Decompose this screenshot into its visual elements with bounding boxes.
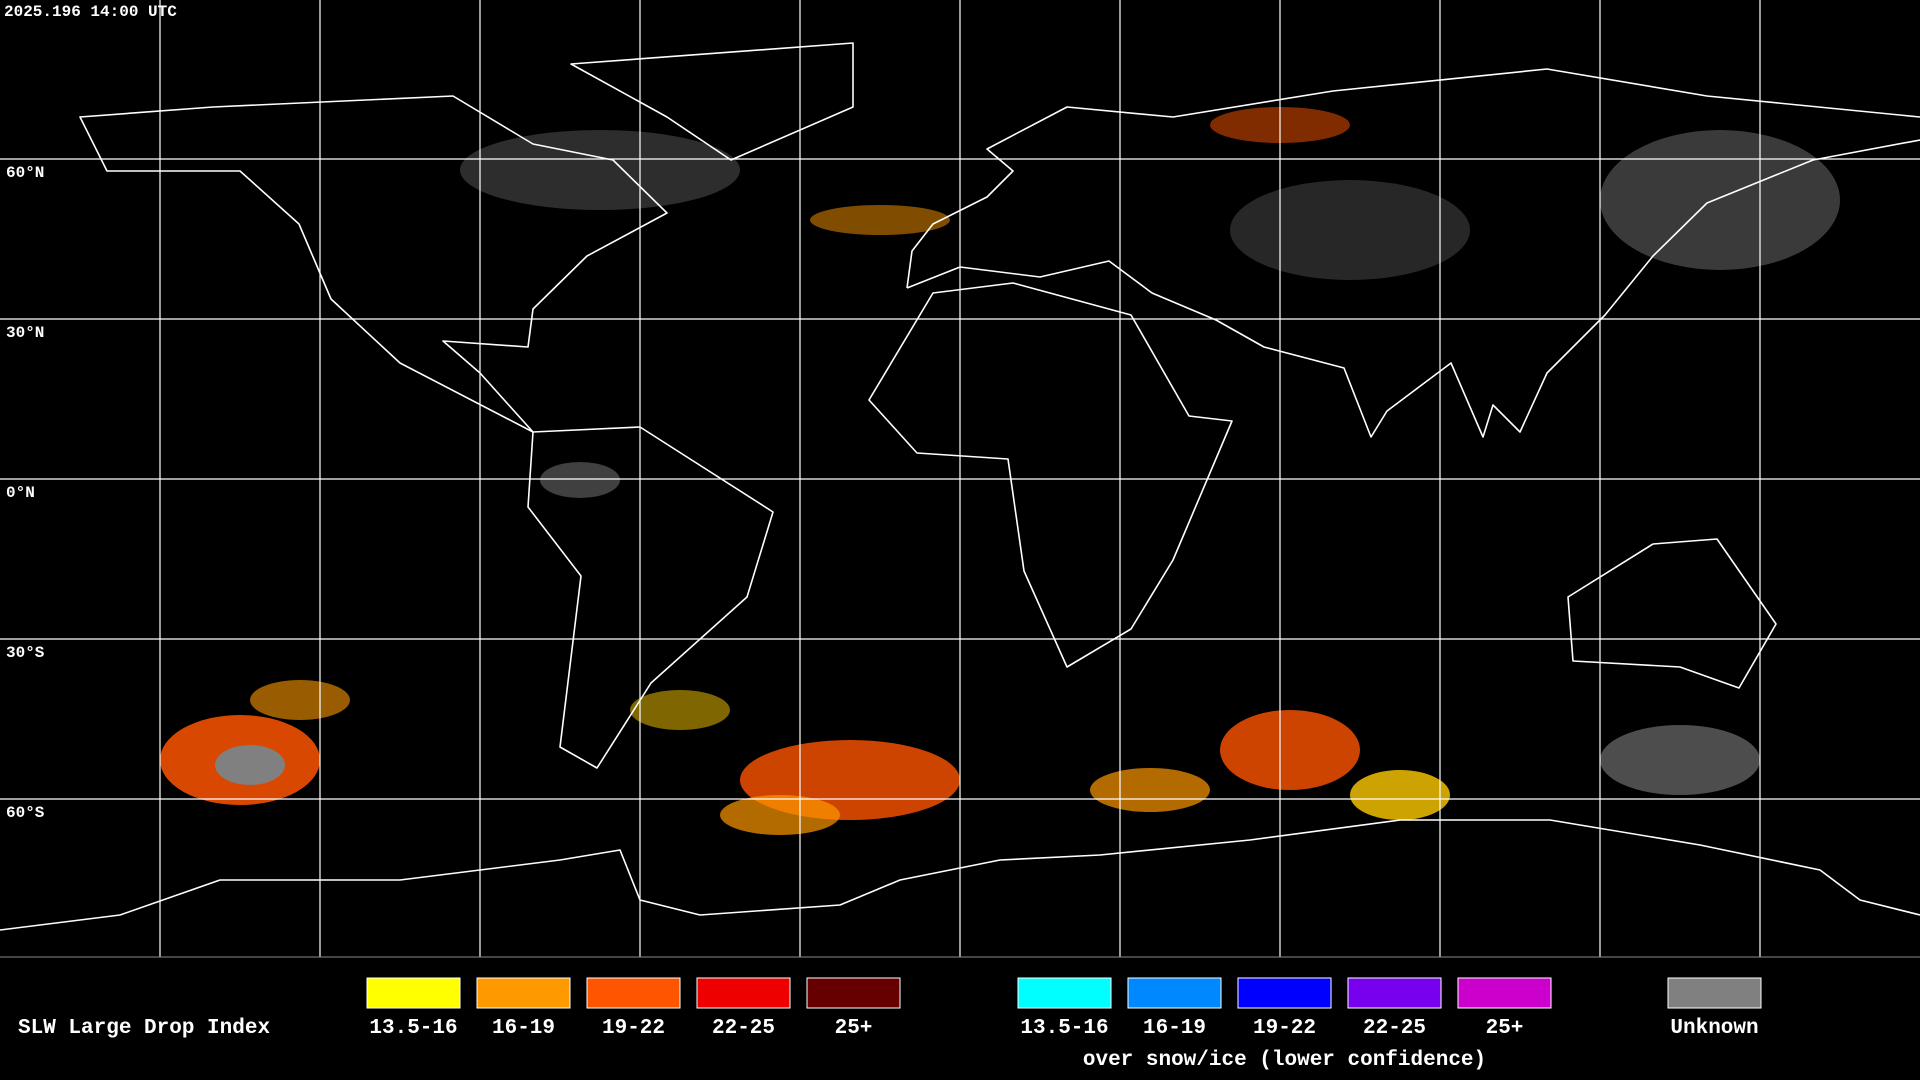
cloud-area — [215, 745, 285, 785]
cloud-area — [1600, 725, 1760, 795]
cloud-area — [460, 130, 740, 210]
legend-swatch — [1017, 977, 1112, 1009]
cloud-area — [1230, 180, 1470, 280]
legend-swatch — [1457, 977, 1552, 1009]
latitude-label: 0°N — [6, 484, 35, 502]
legend-label: 13.5-16 — [369, 1017, 457, 1040]
legend-swatch — [366, 977, 461, 1009]
legend-label: 25+ — [1486, 1017, 1524, 1040]
legend-swatch — [1237, 977, 1332, 1009]
legend-caption: over snow/ice (lower confidence) — [1083, 1049, 1486, 1072]
coastline — [79, 95, 668, 433]
legend-label: 16-19 — [492, 1017, 555, 1040]
coastlines — [0, 42, 1920, 931]
latitude-label: 30°S — [6, 644, 45, 662]
latitude-label: 60°S — [6, 804, 45, 822]
coastline — [570, 42, 854, 161]
legend-label: 22-25 — [712, 1017, 775, 1040]
legend-swatch — [476, 977, 571, 1009]
legend-swatch — [806, 977, 901, 1009]
legend-swatch — [586, 977, 681, 1009]
cloud-area — [630, 690, 730, 730]
coastline — [1567, 538, 1777, 689]
legend-label: 25+ — [835, 1017, 873, 1040]
cloud-field — [160, 107, 1840, 835]
cloud-area — [1600, 130, 1840, 270]
graticule: 60°N 30°N 0°N 30°S 60°S — [0, 0, 1920, 958]
cloud-area — [1220, 710, 1360, 790]
coastline — [527, 426, 774, 769]
legend-swatch — [1127, 977, 1222, 1009]
timestamp: 2025.196 14:00 UTC — [4, 3, 177, 21]
legend-label: 16-19 — [1143, 1017, 1206, 1040]
legend-swatch — [696, 977, 791, 1009]
coastline — [0, 819, 1920, 931]
legend-label: 22-25 — [1363, 1017, 1426, 1040]
coastline — [868, 282, 1233, 668]
cloud-area — [1350, 770, 1450, 820]
legend-label: 19-22 — [602, 1017, 665, 1040]
cloud-area — [720, 795, 840, 835]
legend-label: 13.5-16 — [1020, 1017, 1108, 1040]
cloud-area — [1090, 768, 1210, 812]
cloud-area — [250, 680, 350, 720]
cloud-area — [810, 205, 950, 235]
legend-title: SLW Large Drop Index — [18, 1017, 270, 1040]
legend: SLW Large Drop Index 13.5-16 16-19 19-22 22… — [18, 977, 1762, 1072]
latitude-label: 60°N — [6, 164, 44, 182]
legend-label: Unknown — [1670, 1017, 1758, 1040]
legend-label: 19-22 — [1253, 1017, 1316, 1040]
latitude-label: 30°N — [6, 324, 44, 342]
legend-swatch — [1667, 977, 1762, 1009]
coastline — [906, 68, 1920, 438]
legend-swatch — [1347, 977, 1442, 1009]
cloud-area — [540, 462, 620, 498]
